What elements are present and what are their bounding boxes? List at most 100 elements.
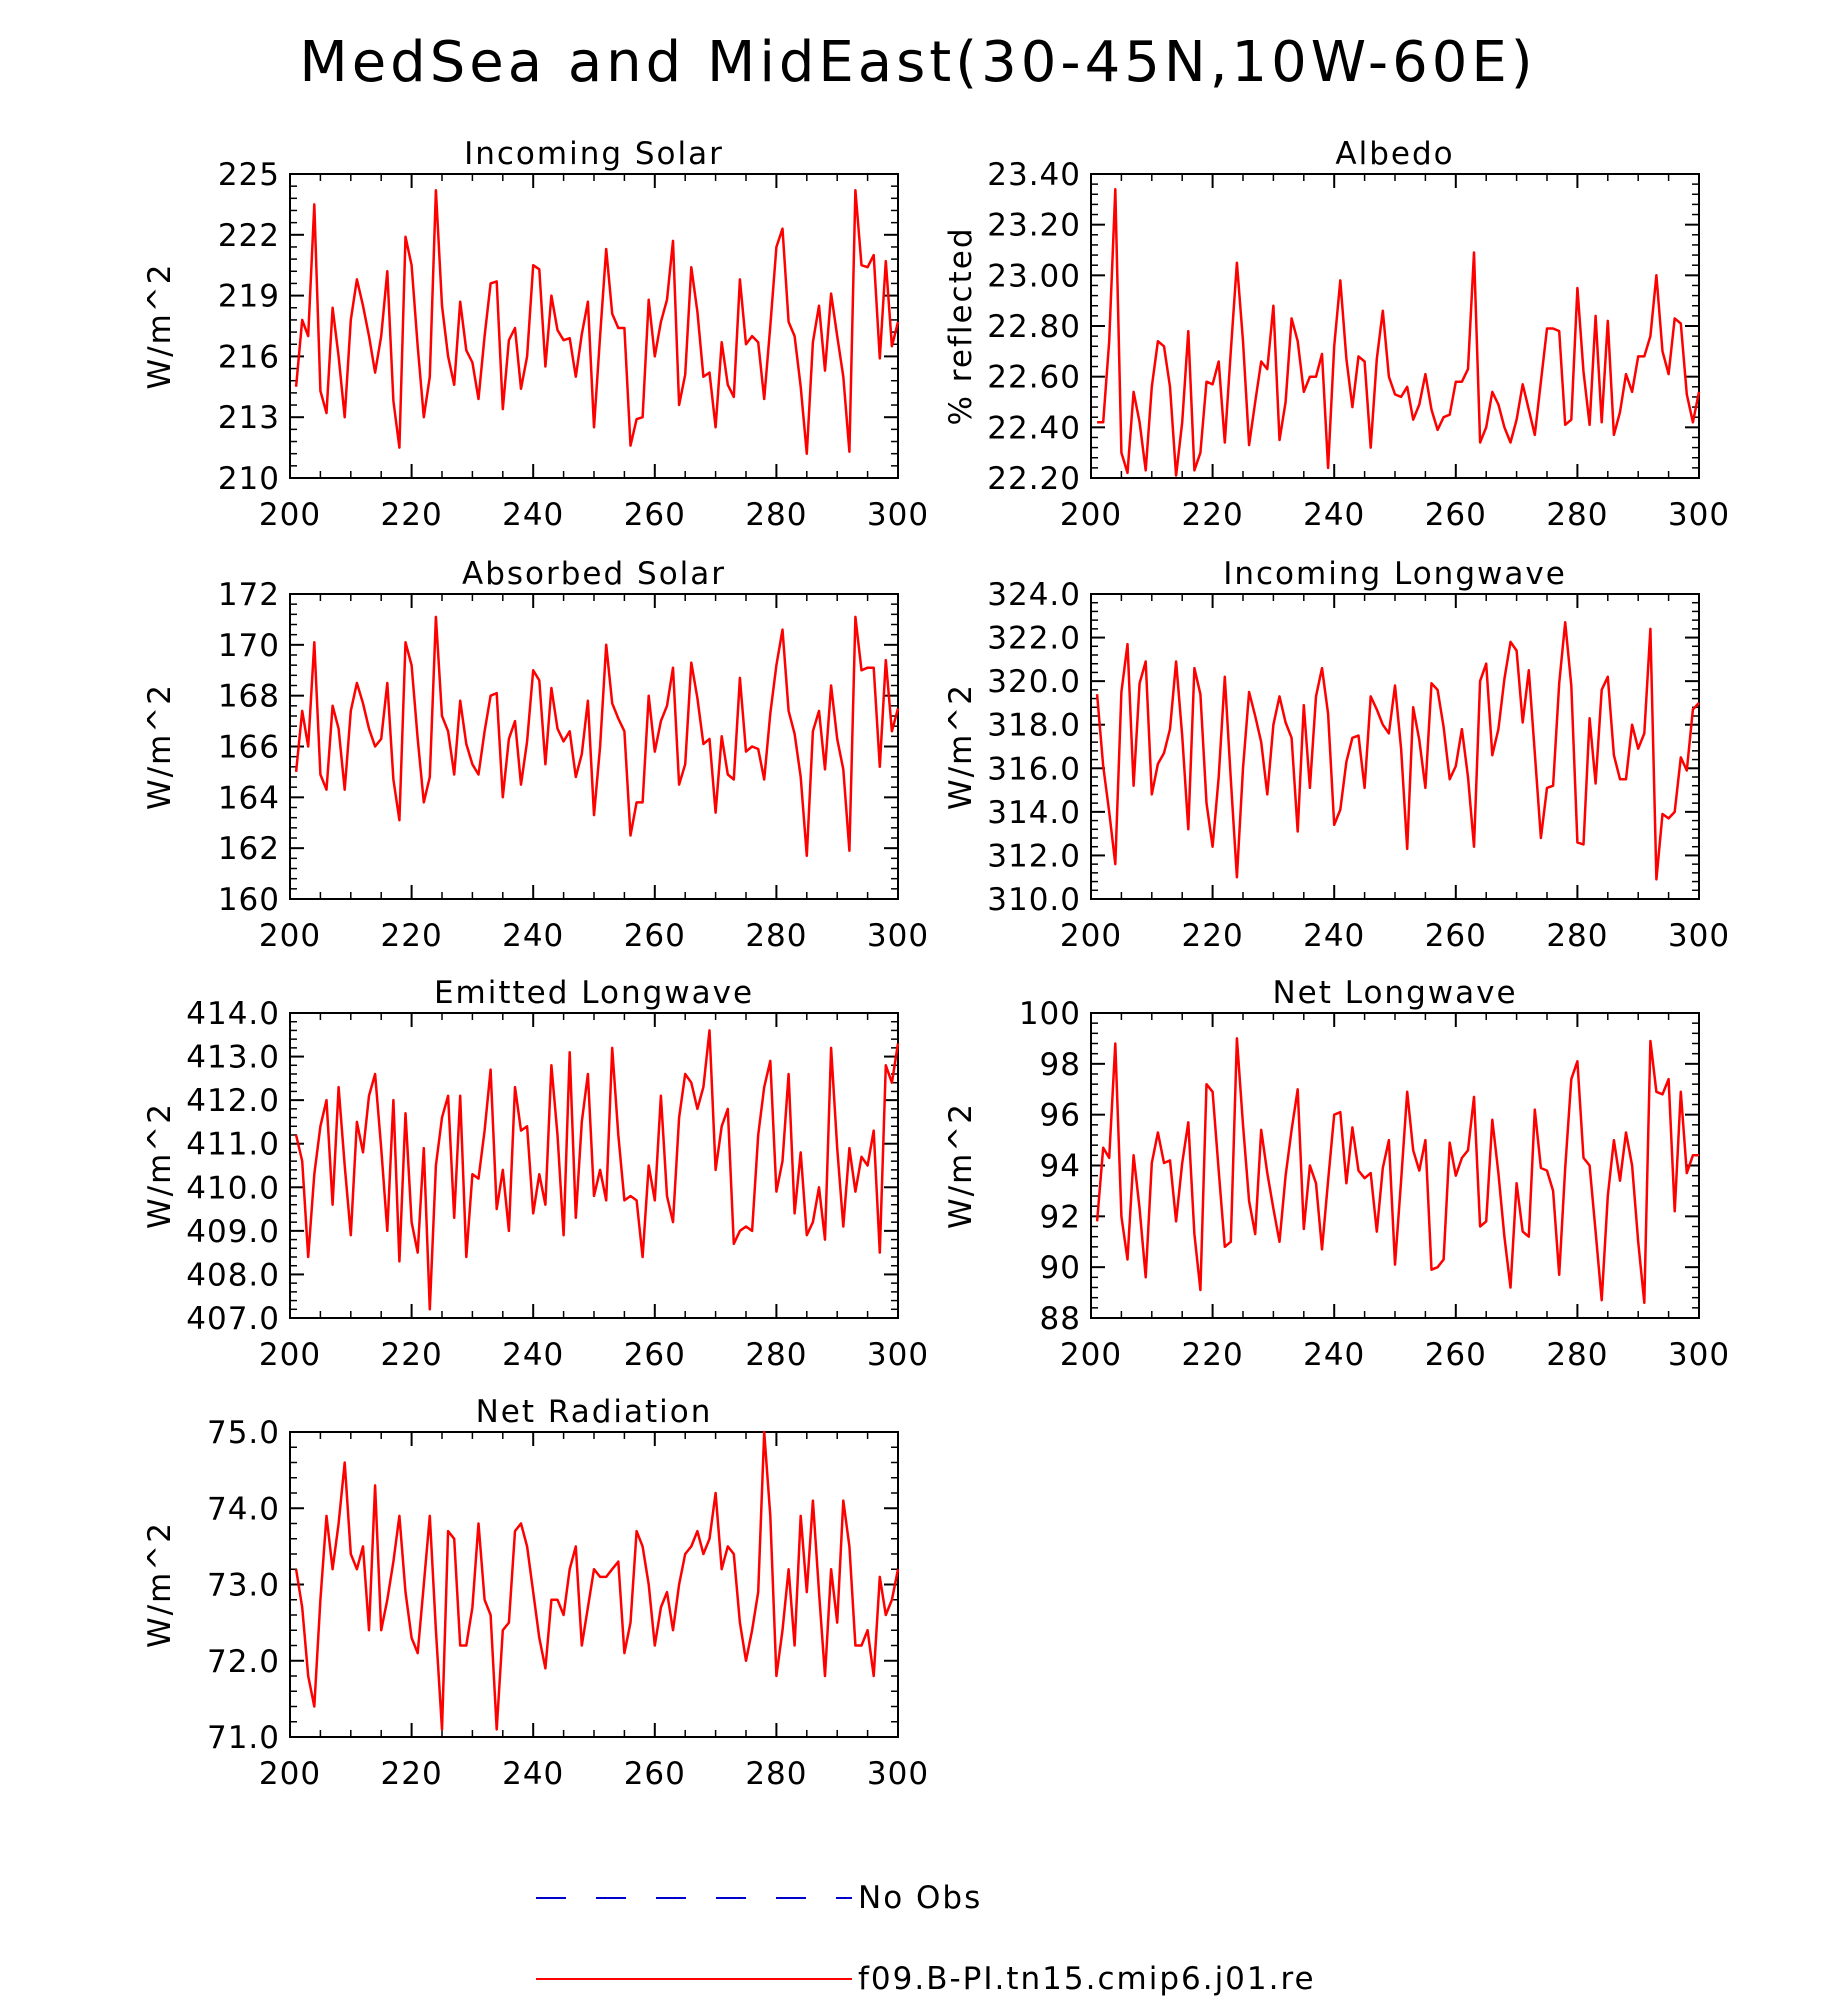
x-tick-label: 300 bbox=[867, 1756, 929, 1792]
y-tick-label: 160 bbox=[218, 882, 280, 918]
x-tick-label: 280 bbox=[745, 918, 807, 954]
y-axis-label: % reflected bbox=[943, 227, 979, 426]
series-line-1 bbox=[1095, 1037, 1699, 1305]
y-tick-label: 22.60 bbox=[987, 360, 1081, 396]
y-tick-label: 216 bbox=[218, 339, 280, 375]
x-tick-label: 260 bbox=[624, 497, 686, 533]
chart-panel-7: 200 220 240 260 280 300 71.0 72.0 73.0 74.0 75.0 Ne… bbox=[142, 1394, 929, 1792]
x-tick-label: 280 bbox=[1546, 918, 1608, 954]
y-tick-label: 324.0 bbox=[987, 577, 1081, 613]
y-tick-label: 410.0 bbox=[186, 1170, 280, 1206]
x-tick-label: 240 bbox=[502, 1756, 564, 1792]
y-tick-label: 412.0 bbox=[186, 1083, 280, 1119]
y-tick-label: 322.0 bbox=[987, 621, 1081, 657]
y-tick-label: 98 bbox=[1040, 1047, 1081, 1083]
panel-title: Net Longwave bbox=[1272, 975, 1517, 1011]
y-tick-label: 409.0 bbox=[186, 1214, 280, 1250]
chart-panel-1: 200 220 240 260 280 300 210 213 216 219 222 225 Inco… bbox=[142, 136, 929, 533]
plot-frame bbox=[289, 1012, 899, 1319]
y-tick-label: 90 bbox=[1040, 1250, 1081, 1286]
x-tick-label: 260 bbox=[624, 1756, 686, 1792]
x-tick-label: 200 bbox=[1060, 497, 1122, 533]
y-tick-label: 96 bbox=[1040, 1098, 1081, 1134]
y-tick-label: 166 bbox=[218, 730, 280, 766]
chart-panel-6: 200 220 240 260 280 300 88 90 92 94 96 98 100 Net Lon… bbox=[943, 975, 1730, 1373]
chart-panel-5: 200 220 240 260 280 300 407.0 408.0 409.0 410.0 41… bbox=[142, 975, 929, 1373]
x-tick-label: 220 bbox=[381, 497, 443, 533]
panel-title: Emitted Longwave bbox=[434, 975, 754, 1011]
chart-panel-3: 200 220 240 260 280 300 160 162 164 166 168 170 172 A… bbox=[142, 556, 928, 954]
y-tick-label: 92 bbox=[1040, 1199, 1081, 1235]
y-tick-label: 73.0 bbox=[207, 1568, 280, 1604]
x-tick-label: 240 bbox=[502, 497, 564, 533]
x-tick-label: 300 bbox=[1668, 497, 1730, 533]
x-tick-label: 280 bbox=[745, 497, 807, 533]
x-tick-label: 240 bbox=[1303, 1337, 1365, 1373]
x-tick-label: 200 bbox=[259, 1756, 321, 1792]
y-tick-label: 219 bbox=[218, 279, 280, 315]
x-tick-label: 220 bbox=[381, 918, 443, 954]
x-tick-label: 260 bbox=[624, 1337, 686, 1373]
y-tick-label: 314.0 bbox=[987, 795, 1081, 831]
y-tick-label: 413.0 bbox=[186, 1040, 280, 1076]
y-tick-label: 312.0 bbox=[987, 838, 1081, 874]
x-tick-label: 300 bbox=[867, 497, 929, 533]
x-tick-label: 200 bbox=[1060, 918, 1122, 954]
series-line-1 bbox=[294, 1029, 900, 1311]
y-tick-label: 74.0 bbox=[207, 1491, 280, 1527]
y-tick-label: 408.0 bbox=[186, 1257, 280, 1293]
panel-title: Albedo bbox=[1335, 136, 1454, 172]
panel-title: Incoming Solar bbox=[464, 136, 724, 172]
y-tick-label: 164 bbox=[218, 780, 280, 816]
y-tick-label: 411.0 bbox=[186, 1127, 280, 1163]
x-tick-label: 300 bbox=[867, 1337, 929, 1373]
y-tick-label: 23.40 bbox=[987, 157, 1081, 193]
x-tick-label: 220 bbox=[1182, 1337, 1244, 1373]
legend-model-label: f09.B-PI.tn15.cmip6.j01.re bbox=[858, 1961, 1316, 1997]
y-tick-label: 94 bbox=[1040, 1149, 1081, 1185]
series-line-1 bbox=[294, 188, 900, 455]
x-tick-label: 260 bbox=[1425, 497, 1487, 533]
x-tick-label: 240 bbox=[502, 918, 564, 954]
y-tick-label: 100 bbox=[1019, 996, 1081, 1032]
x-tick-label: 280 bbox=[1546, 1337, 1608, 1373]
x-tick-label: 300 bbox=[1668, 1337, 1730, 1373]
figure-title: MedSea and MidEast(30-45N,10W-60E) bbox=[299, 30, 1536, 95]
y-tick-label: 71.0 bbox=[207, 1720, 280, 1756]
y-axis-label: W/m^2 bbox=[943, 1102, 979, 1229]
series-line-1 bbox=[294, 1430, 900, 1731]
x-tick-label: 220 bbox=[381, 1337, 443, 1373]
x-tick-label: 240 bbox=[502, 1337, 564, 1373]
panel-title: Incoming Longwave bbox=[1223, 556, 1567, 592]
y-tick-label: 23.00 bbox=[987, 258, 1081, 294]
y-axis-label: W/m^2 bbox=[943, 683, 979, 810]
y-tick-label: 162 bbox=[218, 831, 280, 867]
y-tick-label: 225 bbox=[218, 157, 280, 193]
x-tick-label: 200 bbox=[259, 497, 321, 533]
y-tick-label: 22.20 bbox=[987, 461, 1081, 497]
y-tick-label: 213 bbox=[218, 400, 280, 436]
chart-panels: 200 220 240 260 280 300 210 213 216 219 222 225 Inco… bbox=[142, 136, 1730, 1792]
y-tick-label: 75.0 bbox=[207, 1415, 280, 1451]
x-tick-label: 220 bbox=[1182, 918, 1244, 954]
y-tick-label: 320.0 bbox=[987, 664, 1081, 700]
x-tick-label: 240 bbox=[1303, 918, 1365, 954]
x-tick-label: 200 bbox=[1060, 1337, 1122, 1373]
y-axis-label: W/m^2 bbox=[142, 1521, 178, 1648]
y-tick-label: 407.0 bbox=[186, 1301, 280, 1337]
y-tick-label: 23.20 bbox=[987, 208, 1081, 244]
chart-panel-2: 200 220 240 260 280 300 22.20 22.40 22.60 22.80 23… bbox=[943, 136, 1730, 533]
x-tick-label: 200 bbox=[259, 1337, 321, 1373]
x-tick-label: 280 bbox=[745, 1756, 807, 1792]
series-line-1 bbox=[1095, 621, 1700, 881]
x-tick-label: 240 bbox=[1303, 497, 1365, 533]
x-tick-label: 280 bbox=[745, 1337, 807, 1373]
x-tick-label: 220 bbox=[381, 1756, 443, 1792]
y-tick-label: 22.40 bbox=[987, 410, 1081, 446]
y-tick-label: 88 bbox=[1040, 1301, 1081, 1337]
y-axis-label: W/m^2 bbox=[142, 263, 178, 390]
y-axis-label: W/m^2 bbox=[142, 683, 178, 810]
x-tick-label: 300 bbox=[1668, 918, 1730, 954]
y-tick-label: 310.0 bbox=[987, 882, 1081, 918]
x-tick-label: 280 bbox=[1546, 497, 1608, 533]
